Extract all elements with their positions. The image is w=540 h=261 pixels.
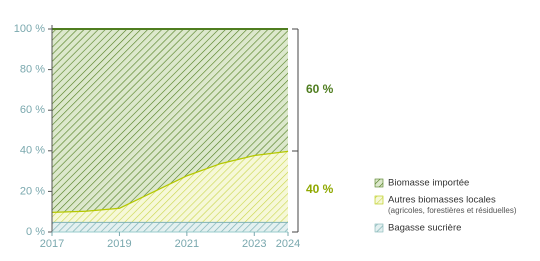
y-tick-label: 20 %	[20, 185, 45, 197]
x-tick-label: 2023	[242, 238, 266, 250]
y-tick-label: 80 %	[20, 64, 45, 76]
bracket	[292, 28, 299, 233]
annotation: 60 %	[306, 82, 334, 96]
y-tick-label: 0 %	[26, 226, 45, 238]
x-tick-label: 2021	[175, 238, 199, 250]
y-tick-label: 60 %	[20, 104, 45, 116]
area	[52, 150, 288, 222]
x-tick-label: 2017	[40, 238, 64, 250]
x-tick-label: 2024	[276, 238, 300, 250]
y-tick-label: 40 %	[20, 145, 45, 157]
area	[52, 29, 288, 212]
legend-swatch	[374, 195, 384, 205]
y-tick-label: 100 %	[14, 23, 45, 35]
legend-swatch	[374, 178, 384, 188]
legend-label: Bagasse sucrière	[388, 223, 461, 234]
legend-sublabel: (agricoles, forestières et résiduelles)	[388, 206, 517, 215]
x-tick-label: 2019	[107, 238, 131, 250]
legend-label: Biomasse importée	[388, 178, 469, 189]
legend-label: Autres biomasses locales	[388, 195, 496, 206]
legend-swatch	[374, 223, 384, 233]
annotation: 40 %	[306, 182, 334, 196]
area	[52, 221, 288, 232]
